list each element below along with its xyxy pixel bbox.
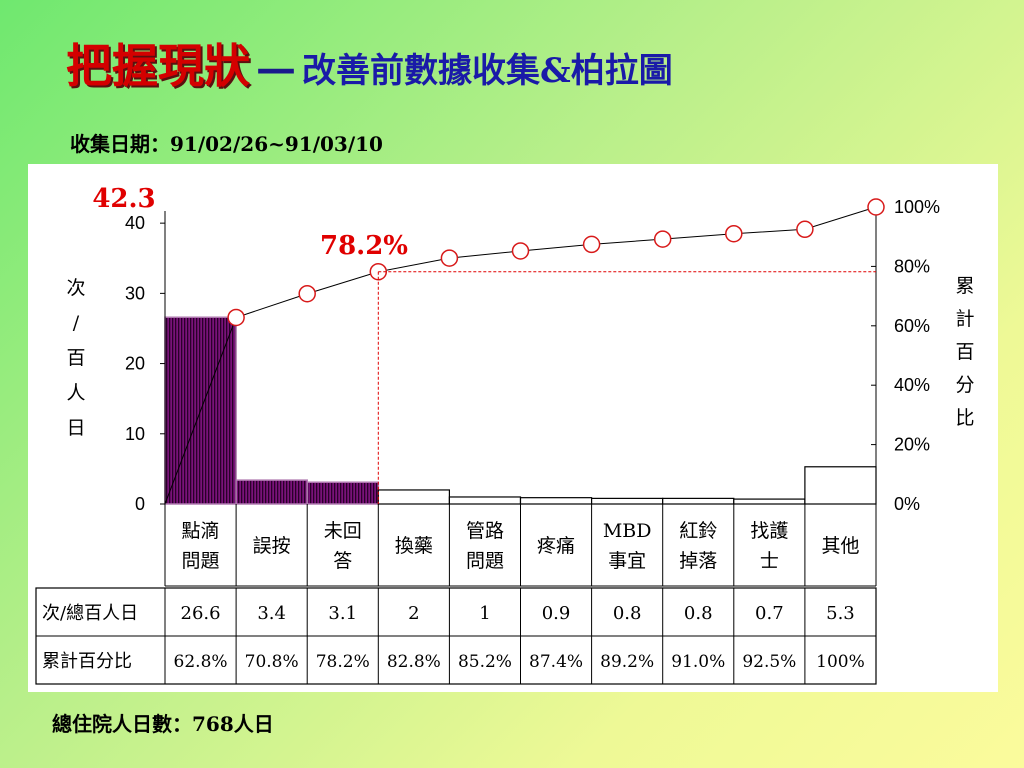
bar-7 [662, 497, 735, 505]
cumulative-point-3 [440, 249, 459, 267]
table-value-2: 3.1 [328, 603, 357, 624]
y-axis-title-char-4: 日 [66, 417, 85, 439]
category-label-1-0: 誤按 [253, 535, 291, 557]
table-cumulative-6: 89.2% [600, 652, 654, 672]
table-row-label-values: 次/總百人日 [42, 603, 138, 624]
cumulative-point-5 [582, 235, 601, 254]
table-row-label-cumulative: 累計百分比 [42, 651, 132, 672]
category-label-8-0: 找護 [750, 520, 788, 542]
y2-tick-label-2: 40% [894, 375, 930, 395]
title-separator: — [256, 45, 296, 92]
category-label-9-0: 其他 [821, 535, 859, 557]
cumulative-point-4 [511, 242, 530, 260]
table-value-3: 2 [408, 603, 419, 624]
y2-tick-label-0: 0% [894, 494, 920, 514]
cumulative-point-9 [867, 198, 885, 216]
category-label-0-0: 點滴 [182, 520, 220, 542]
cutoff-annotation: 78.2% [320, 231, 408, 261]
y2-tick-label-4: 80% [894, 256, 930, 276]
y2-tick-label-1: 20% [894, 435, 930, 455]
table-value-0: 26.6 [181, 603, 221, 624]
category-label-2-0: 未回 [324, 520, 362, 542]
table-value-1: 3.4 [257, 603, 286, 624]
y-tick-label-1: 10 [125, 424, 145, 444]
bar-3 [377, 489, 450, 505]
bar-1 [235, 479, 308, 505]
y-tick-label-4: 40 [125, 213, 145, 233]
chart-panel: 0 10 20 30 40 0% 20% 40% 60% 80% 100% 次 / 百人日累計百分比 點滴… [28, 164, 998, 692]
y2-tick-label-3: 60% [894, 316, 930, 336]
ymax-annotation: 42.3 [92, 184, 155, 214]
cumulative-point-6 [653, 230, 672, 248]
y2-axis-title-char-1: 計 [955, 308, 974, 330]
y-axis-title-char-3: 人 [66, 382, 85, 404]
table-cumulative-5: 87.4% [529, 652, 583, 672]
title-main: 把握現狀 [66, 39, 250, 93]
table-cumulative-8: 92.5% [742, 652, 796, 672]
table-cumulative-1: 70.8% [245, 652, 299, 672]
table-value-9: 5.3 [826, 603, 855, 624]
bar-6 [590, 497, 664, 505]
category-label-6-0: MBD [603, 520, 652, 542]
y2-axis-title-char-2: 百 [955, 341, 974, 363]
cumulative-point-7 [725, 224, 743, 243]
y2-axis-title-char-3: 分 [955, 374, 974, 396]
category-label-0-1: 問題 [182, 550, 220, 572]
total-patient-days: 總住院人日數：768人日 [52, 712, 274, 736]
bar-9 [804, 466, 877, 505]
table-cumulative-7: 91.0% [671, 652, 725, 672]
table-cumulative-4: 85.2% [458, 652, 512, 672]
y2-tick-label-5: 100% [894, 197, 940, 217]
y-tick-label-2: 20 [125, 354, 145, 374]
y-axis-title-char-1: / [73, 312, 80, 334]
y-axis-title-char-2: 百 [66, 347, 85, 369]
category-label-8-1: 士 [760, 550, 779, 572]
cumulative-point-1 [298, 284, 316, 303]
category-label-4-0: 管路 [466, 520, 504, 542]
y-tick-label-3: 30 [125, 283, 145, 303]
category-label-7-0: 紅鈴 [679, 520, 717, 542]
y-tick-label-0: 0 [135, 494, 145, 514]
y2-axis-title-char-0: 累 [955, 275, 974, 297]
y-axis-title-char-0: 次 [66, 277, 85, 299]
table-cumulative-2: 78.2% [316, 652, 370, 672]
bar-2 [306, 481, 380, 505]
table-value-6: 0.8 [613, 603, 642, 624]
collection-date: 收集日期：91/02/26~91/03/10 [70, 132, 383, 156]
page-title: 把握現狀 — 改善前數據收集&柏拉圖 [66, 30, 673, 96]
bar-5 [519, 497, 593, 505]
table-cumulative-0: 62.8% [174, 652, 228, 672]
bar-4 [448, 496, 522, 505]
category-label-5-0: 疼痛 [537, 535, 575, 557]
y2-axis-title-char-4: 比 [955, 407, 974, 429]
category-label-7-1: 掉落 [679, 550, 717, 572]
category-label-4-1: 問題 [466, 550, 504, 572]
table-cumulative-9: 100% [816, 652, 865, 672]
bar-8 [733, 498, 806, 505]
table-value-5: 0.9 [542, 603, 571, 624]
table-cumulative-3: 82.8% [387, 652, 441, 672]
category-label-2-1: 答 [333, 550, 352, 572]
category-label-6-1: 事宜 [608, 550, 646, 572]
title-subtitle: 改善前數據收集&柏拉圖 [302, 51, 673, 91]
table-value-8: 0.7 [755, 603, 784, 624]
cumulative-point-8 [796, 220, 814, 239]
table-value-4: 1 [479, 603, 490, 624]
cumulative-point-0 [227, 308, 245, 327]
table-value-7: 0.8 [684, 603, 713, 624]
category-label-3-0: 換藥 [395, 535, 433, 557]
